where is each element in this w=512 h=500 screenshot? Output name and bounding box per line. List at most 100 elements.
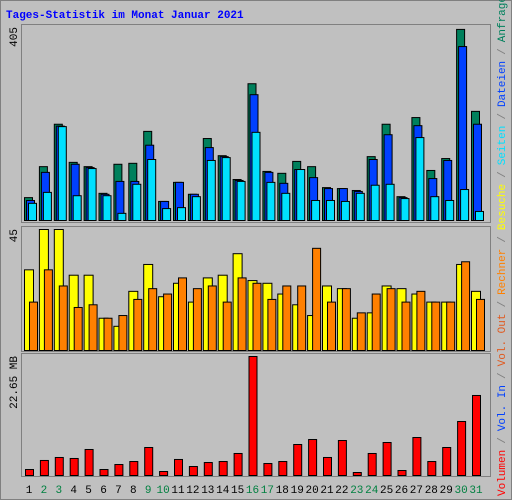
- bar: [370, 184, 380, 222]
- x-tick-label: 20: [305, 485, 318, 497]
- y-tick-label: 405: [9, 27, 21, 47]
- bar: [461, 261, 471, 351]
- bar: [221, 157, 231, 222]
- bar: [103, 317, 113, 352]
- legend-entry: Volumen: [497, 450, 509, 496]
- x-tick-label: 26: [395, 485, 408, 497]
- bar: [178, 277, 187, 351]
- bar: [218, 461, 228, 476]
- bar: [337, 440, 347, 477]
- bar: [352, 472, 362, 477]
- bar: [162, 208, 172, 222]
- bar: [355, 192, 365, 221]
- bar: [385, 183, 395, 221]
- bar: [460, 189, 470, 221]
- bar: [248, 356, 258, 476]
- bar: [327, 301, 336, 352]
- bar: [177, 207, 186, 221]
- x-tick-label: 25: [380, 485, 393, 497]
- bar: [356, 312, 366, 352]
- x-tick-label: 31: [469, 485, 483, 497]
- y-tick-label: 45: [9, 229, 21, 242]
- legend-separator: /: [497, 113, 509, 120]
- x-tick-label: 7: [115, 485, 122, 497]
- x-tick-label: 23: [350, 485, 363, 497]
- bar: [191, 196, 201, 221]
- bar: [472, 394, 481, 477]
- legend-entry: Seiten: [497, 126, 509, 166]
- bar: [84, 448, 94, 476]
- legend-entry: Anfragen: [497, 0, 509, 42]
- bar: [117, 212, 127, 222]
- legend-separator: /: [497, 48, 509, 55]
- bar: [282, 285, 292, 352]
- bar: [326, 199, 335, 221]
- bar: [73, 306, 83, 352]
- x-tick-label: 6: [100, 485, 107, 497]
- y-tick-label: 22.65 MB: [9, 356, 21, 409]
- bar: [473, 123, 482, 221]
- bar: [367, 452, 377, 477]
- bar: [25, 469, 34, 476]
- bar: [371, 293, 381, 351]
- bar: [457, 420, 467, 477]
- bar: [57, 126, 67, 221]
- bar: [252, 282, 262, 351]
- bar: [400, 198, 410, 221]
- bar: [412, 437, 422, 476]
- bar: [427, 461, 437, 476]
- bar: [203, 462, 213, 476]
- x-tick-label: 22: [335, 485, 348, 497]
- x-tick-label: 18: [276, 485, 289, 497]
- bar: [147, 159, 157, 222]
- bar: [263, 463, 273, 476]
- bar: [87, 168, 97, 222]
- bar: [159, 471, 169, 476]
- x-tick-label: 8: [130, 485, 137, 497]
- bar: [28, 202, 37, 222]
- bar: [446, 301, 456, 352]
- bar: [206, 159, 216, 221]
- bar: [430, 196, 440, 221]
- x-tick-label: 4: [70, 485, 77, 497]
- x-tick-label: 1: [26, 485, 33, 497]
- bar: [54, 456, 64, 476]
- bar: [69, 457, 79, 476]
- x-tick-label: 12: [186, 485, 199, 497]
- bar: [386, 288, 396, 351]
- legend-entry: Vol. In: [497, 385, 509, 431]
- bar: [42, 191, 52, 222]
- legend-separator: /: [497, 301, 509, 308]
- x-tick-label: 24: [365, 485, 379, 497]
- bar: [236, 180, 246, 222]
- legend-separator: /: [497, 171, 509, 178]
- bar: [323, 456, 332, 476]
- bar: [114, 464, 124, 477]
- bar: [475, 210, 484, 221]
- bar: [29, 301, 38, 352]
- bar: [397, 470, 407, 476]
- bar: [476, 298, 485, 351]
- bar: [188, 466, 198, 477]
- panel-frames: [21, 24, 491, 477]
- bar: [312, 247, 322, 351]
- bar: [102, 195, 112, 222]
- x-tick-label: 5: [85, 485, 92, 497]
- bar: [163, 293, 173, 351]
- x-tick-label: 28: [425, 485, 438, 497]
- bar: [72, 195, 82, 222]
- x-tick-label: 27: [410, 485, 423, 497]
- bar: [132, 183, 142, 221]
- bar: [416, 290, 426, 352]
- bar: [174, 458, 183, 476]
- chart-title: Tages-Statistik im Monat Januar 2021: [6, 10, 244, 22]
- bar: [251, 131, 261, 221]
- bar: [222, 301, 232, 352]
- bar: [308, 439, 318, 477]
- bar: [297, 285, 307, 352]
- legend: Volumen / Vol. In / Vol. Out / Rechner / Besuche…: [497, 0, 509, 496]
- x-tick-label: 17: [261, 485, 274, 497]
- bar: [233, 452, 243, 477]
- legend-entry: Rechner: [497, 249, 509, 295]
- bar: [192, 288, 202, 351]
